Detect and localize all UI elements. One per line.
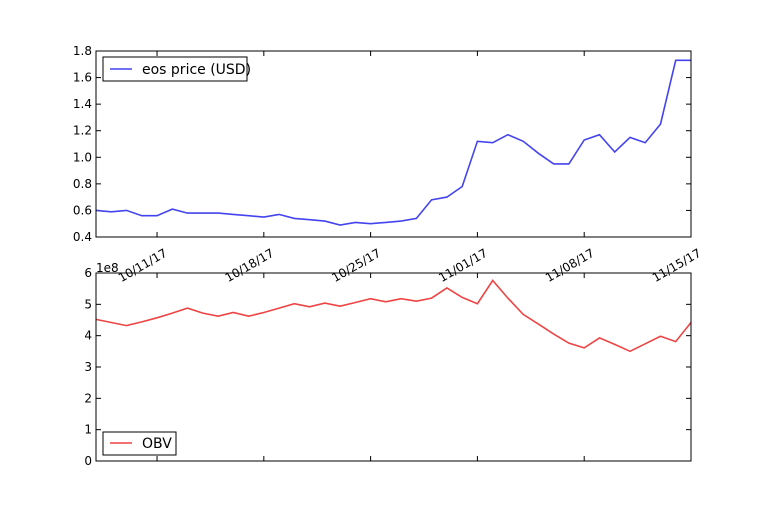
- obv-series-line: [95, 279, 692, 353]
- price-y-tick-label: 1.0: [73, 150, 92, 164]
- price-legend-label: eos price (USD): [142, 62, 251, 78]
- obv-y-tick-label: 1: [84, 423, 92, 437]
- obv-y-tick-label: 4: [84, 329, 92, 343]
- price-x-tick-label: 10/11/17: [116, 246, 170, 285]
- obv-y-ticks: 0 1 2 3 4 5 6: [84, 266, 691, 468]
- price-x-tick-label: 10/18/17: [223, 246, 277, 285]
- price-y-tick-label: 1.4: [73, 97, 92, 111]
- obv-chart: 0 1 2 3 4 5 6 1e8 OBV: [84, 261, 692, 468]
- price-x-tick-label: 10/25/17: [329, 246, 383, 285]
- price-axes-frame: [95, 50, 692, 238]
- obv-y-tick-label: 3: [84, 360, 92, 374]
- obv-axes-frame: [95, 272, 692, 462]
- price-x-tick-label: 11/08/17: [543, 246, 597, 285]
- price-x-tick-label: 11/01/17: [436, 246, 490, 285]
- obv-y-tick-label: 6: [84, 266, 92, 280]
- obv-y-tick-label: 5: [84, 297, 92, 311]
- obv-y-multiplier: 1e8: [96, 261, 119, 275]
- obv-legend-box: [102, 431, 177, 456]
- obv-y-tick-label: 2: [84, 391, 92, 405]
- obv-legend: OBV: [102, 431, 177, 456]
- price-legend: eos price (USD): [102, 56, 251, 82]
- price-y-tick-label: 1.2: [73, 124, 92, 138]
- price-y-ticks: 0.4 0.6 0.8 1.0 1.2 1.4 1.6 1.8: [73, 44, 691, 244]
- price-x-tick-label: 11/15/17: [650, 246, 704, 285]
- price-y-tick-label: 1.8: [73, 44, 92, 58]
- price-x-ticks: 10/11/17 10/18/17 10/25/17 11/01/17 11/08/17…: [116, 51, 704, 285]
- price-series-line: [95, 59, 691, 226]
- obv-y-tick-label: 0: [84, 454, 92, 468]
- obv-legend-label: OBV: [142, 436, 172, 452]
- price-y-tick-label: 0.6: [73, 203, 92, 217]
- price-y-tick-label: 1.6: [73, 71, 92, 85]
- obv-x-ticks: [156, 273, 692, 461]
- price-y-tick-label: 0.8: [73, 177, 92, 191]
- price-y-tick-label: 0.4: [73, 230, 92, 244]
- price-chart: 0.4 0.6 0.8 1.0 1.2 1.4 1.6 1.8 10/11/17 10/18/1…: [73, 44, 704, 285]
